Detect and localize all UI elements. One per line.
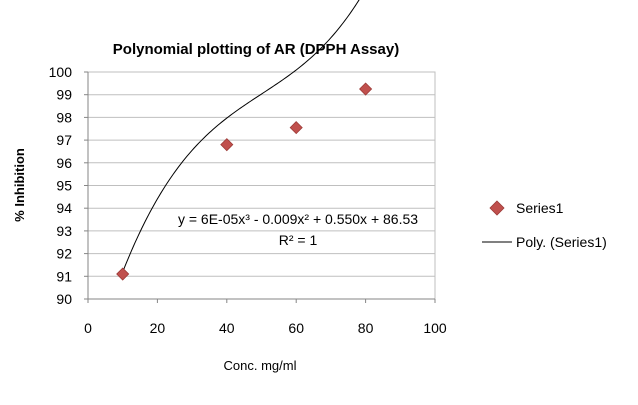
data-point-3 [359,82,373,96]
data-point-1 [220,138,234,152]
y-tick-label-10: 100 [49,64,73,80]
trendline-equation: y = 6E-05x³ - 0.009x² + 0.550x + 86.53 [178,211,418,227]
legend-series1-marker [489,200,505,216]
data-point-0 [116,267,130,281]
x-tick-label-0: 0 [84,320,92,336]
legend-trendline-label: Poly. (Series1) [516,234,607,250]
x-axis-title: Conc. mg/ml [224,358,297,373]
y-tick-label-4: 94 [56,200,72,216]
y-tick-label-6: 96 [56,155,72,171]
x-tick-label-1: 20 [150,320,166,336]
y-tick-label-3: 93 [56,223,72,239]
data-point-2 [289,121,303,135]
y-axis-title: % Inhibition [12,148,27,222]
r-squared-label: R² = 1 [279,232,318,248]
y-tick-label-5: 95 [56,178,72,194]
y-tick-label-2: 92 [56,246,72,262]
data-points [116,82,373,281]
trendline-layer [122,0,360,273]
x-tick-label-2: 40 [219,320,235,336]
x-tick-label-3: 60 [288,320,304,336]
y-tick-label-8: 98 [56,109,72,125]
legend: Series1 Poly. (Series1) [482,200,607,250]
y-axis-ticks: 90 91 92 93 94 95 96 97 98 99 100 [49,64,88,307]
x-tick-label-5: 100 [423,320,447,336]
legend-series1-label: Series1 [516,200,564,216]
x-tick-label-4: 80 [358,320,374,336]
chart-title: Polynomial plotting of AR (DPPH Assay) [113,41,399,58]
x-axis-ticks: 0 20 40 60 80 100 [84,299,447,336]
y-tick-label-0: 90 [56,291,72,307]
y-tick-label-7: 97 [56,132,72,148]
trendline-curve [122,0,360,273]
grid-lines [88,71,435,277]
y-tick-label-1: 91 [56,268,72,284]
y-tick-label-9: 99 [56,87,72,103]
